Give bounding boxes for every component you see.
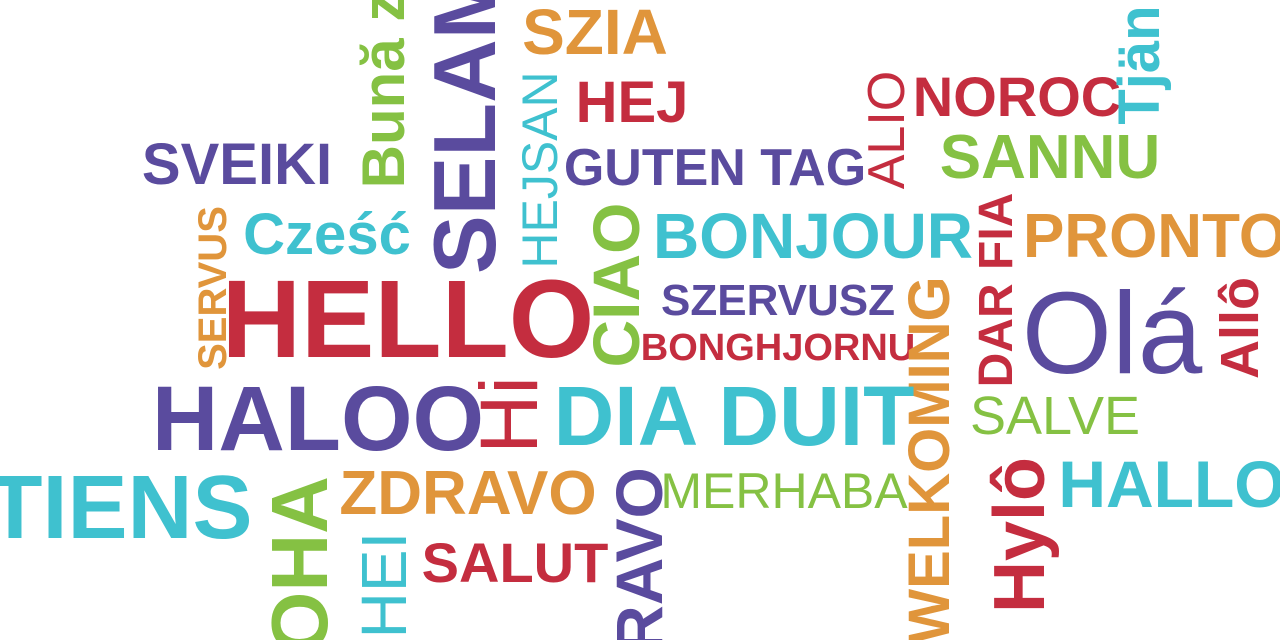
word-allo: Allô: [1210, 277, 1270, 379]
word-sveiki: SVEIKI: [141, 132, 333, 197]
word-hallo: HALLO: [1058, 447, 1280, 521]
word-tjan: Tjän: [1107, 5, 1172, 125]
word-hylo: Hylô: [980, 456, 1060, 614]
word-hej: HEJ: [575, 70, 689, 135]
word-szia: SZIA: [522, 0, 668, 68]
word-noroc: NOROC: [912, 65, 1122, 128]
word-czesc: Cześć: [243, 202, 411, 267]
word-selam: SELAM: [415, 0, 514, 274]
word-guten-tag: GUTEN TAG: [563, 139, 867, 197]
word-merhaba: MERHABA: [660, 463, 908, 519]
word-hello: HELLO: [221, 258, 595, 381]
word-dia-duit: DIA DUIT: [553, 369, 915, 463]
word-zdravo: ZDRAVO: [339, 459, 597, 528]
word-haloo: HALOO: [151, 368, 485, 470]
word-alio: ALIO: [858, 70, 916, 190]
word-bonjour: BONJOUR: [652, 200, 974, 272]
word-salve: SALVE: [969, 386, 1141, 446]
word-oha: OHA: [255, 476, 344, 640]
word-bonghjornu: BONGHJORNU: [640, 327, 916, 369]
word-tiens: TIENS: [0, 458, 253, 558]
word-dar-fia: DAR FIA: [970, 192, 1023, 388]
word-salut: SALUT: [421, 531, 609, 594]
word-szervusz: SZERVUSZ: [661, 276, 895, 325]
word-buna-ziua: Bună z: [350, 0, 417, 189]
word-ola: Olá: [1021, 268, 1203, 398]
word-hei: HEI: [348, 531, 420, 639]
word-hejsan: HEJSAN: [512, 71, 568, 269]
word-sannu: SANNU: [939, 123, 1161, 192]
word-pronto: PRONTO: [1022, 202, 1280, 271]
word-hi: Hi: [464, 376, 555, 454]
